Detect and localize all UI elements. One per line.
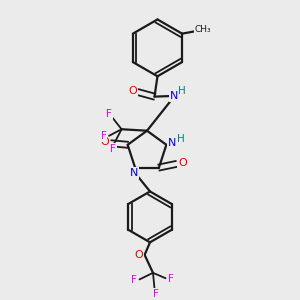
Text: N: N [168,138,176,148]
Text: H: H [177,134,184,144]
Text: F: F [153,289,159,299]
Text: O: O [178,158,187,168]
Text: O: O [128,85,137,96]
Text: F: F [110,144,116,154]
Text: F: F [168,274,174,284]
Text: O: O [101,137,110,147]
Text: F: F [131,275,137,285]
Text: N: N [170,91,179,101]
Text: F: F [106,109,112,119]
Text: N: N [130,168,138,178]
Text: CH₃: CH₃ [195,25,211,34]
Text: F: F [101,131,106,141]
Text: O: O [134,250,143,260]
Text: H: H [178,85,186,96]
